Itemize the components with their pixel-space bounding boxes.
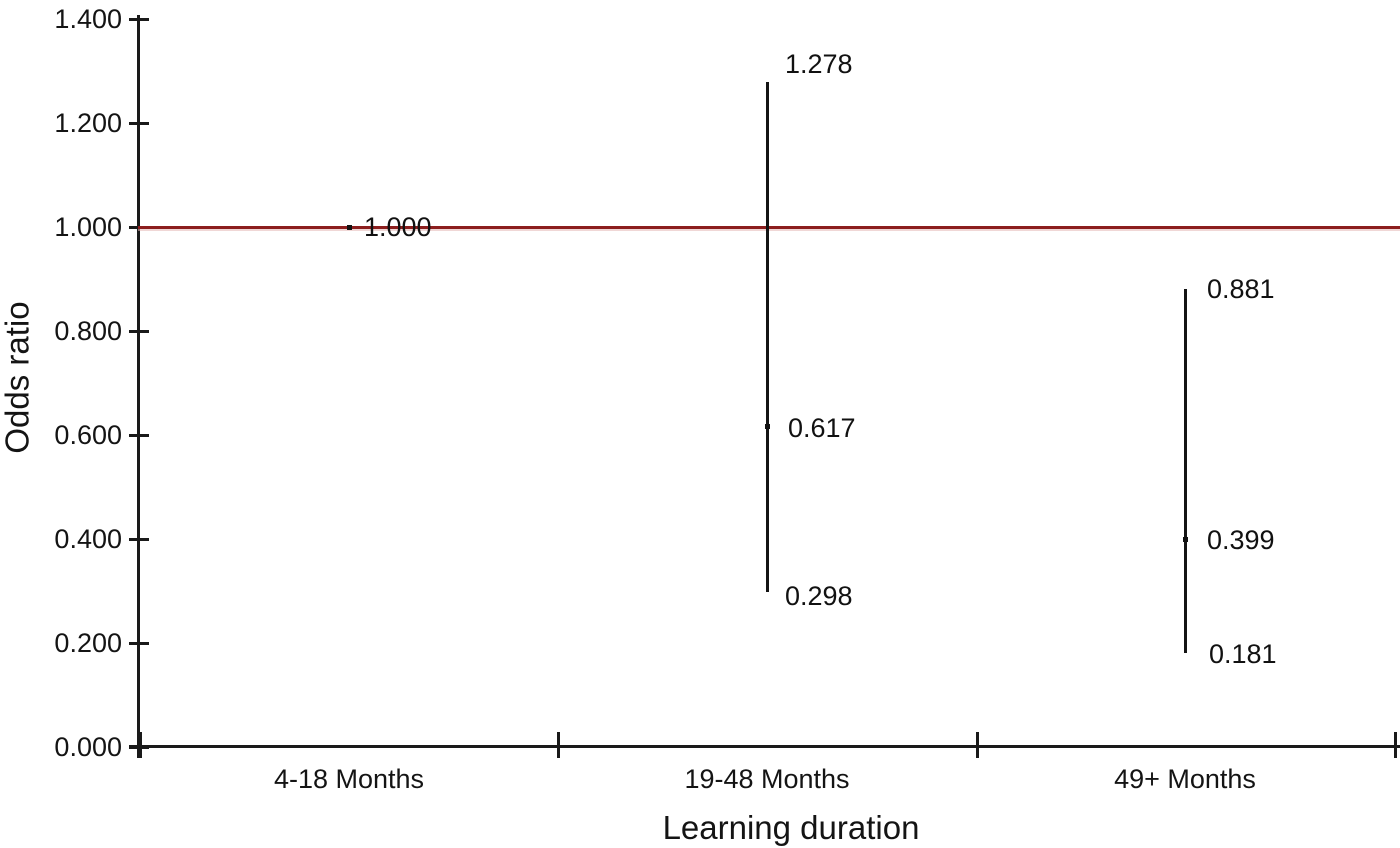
data-point-label: 0.617 <box>788 413 856 443</box>
y-tick <box>129 18 149 21</box>
ci-high-label: 0.881 <box>1207 274 1275 304</box>
data-point-marker <box>765 424 770 429</box>
x-tick <box>1394 732 1397 758</box>
y-axis-line <box>137 15 140 758</box>
category-label: 19-48 Months <box>684 764 850 794</box>
y-tick-label: 0.400 <box>54 524 122 554</box>
data-point-marker <box>347 225 352 230</box>
x-tick <box>557 732 560 758</box>
ci-line <box>766 82 769 592</box>
y-tick-label: 0.600 <box>54 420 122 450</box>
y-tick-label: 1.400 <box>54 4 122 34</box>
reference-line <box>138 226 1400 229</box>
x-tick <box>976 732 979 758</box>
data-point-marker <box>1183 537 1188 542</box>
y-tick <box>129 434 149 437</box>
data-point-label: 1.000 <box>364 212 432 242</box>
data-point-label: 0.399 <box>1207 525 1275 555</box>
x-axis-line <box>129 745 1400 748</box>
y-tick-label: 1.200 <box>54 108 122 138</box>
category-label: 4-18 Months <box>273 764 425 794</box>
x-tick <box>139 732 142 758</box>
category-label: 49+ Months <box>1114 764 1256 794</box>
y-tick-label: 1.000 <box>54 212 122 242</box>
y-tick <box>129 642 149 645</box>
ci-high-label: 1.278 <box>785 49 853 79</box>
y-tick <box>129 330 149 333</box>
y-tick <box>129 538 149 541</box>
y-tick-label: 0.200 <box>54 628 122 658</box>
y-tick-label: 0.800 <box>54 316 122 346</box>
y-tick-label: 0.000 <box>54 732 122 762</box>
x-axis-title: Learning duration <box>662 809 920 846</box>
y-tick <box>129 122 149 125</box>
ci-line <box>1184 289 1187 653</box>
y-axis-title: Odds ratio <box>0 301 36 454</box>
ci-low-label: 0.181 <box>1209 639 1277 669</box>
ci-low-label: 0.298 <box>785 581 853 611</box>
